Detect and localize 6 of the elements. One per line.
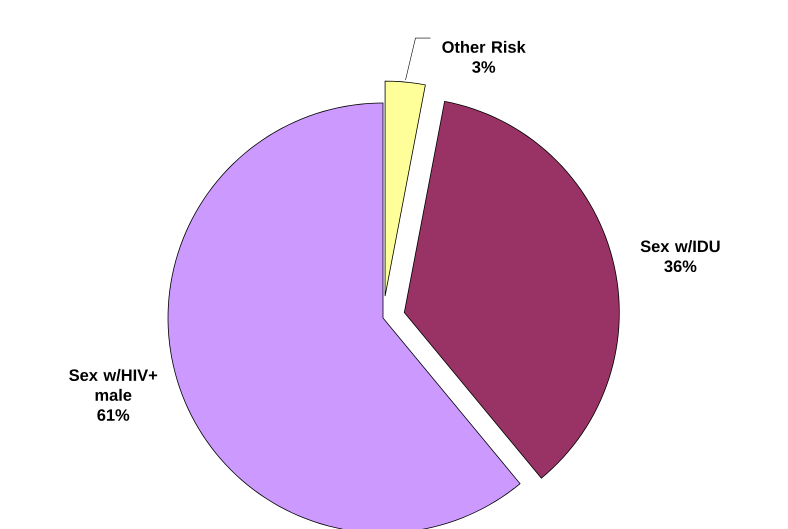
slice-label: Sex w/HIV+ male: [69, 368, 158, 401]
data-label: 61%: [97, 409, 130, 421]
data-label: 3%: [472, 61, 496, 73]
slice-label: Sex w/IDU: [640, 240, 720, 252]
slice-label: Other Risk: [442, 40, 526, 53]
data-label: 36%: [664, 260, 696, 272]
